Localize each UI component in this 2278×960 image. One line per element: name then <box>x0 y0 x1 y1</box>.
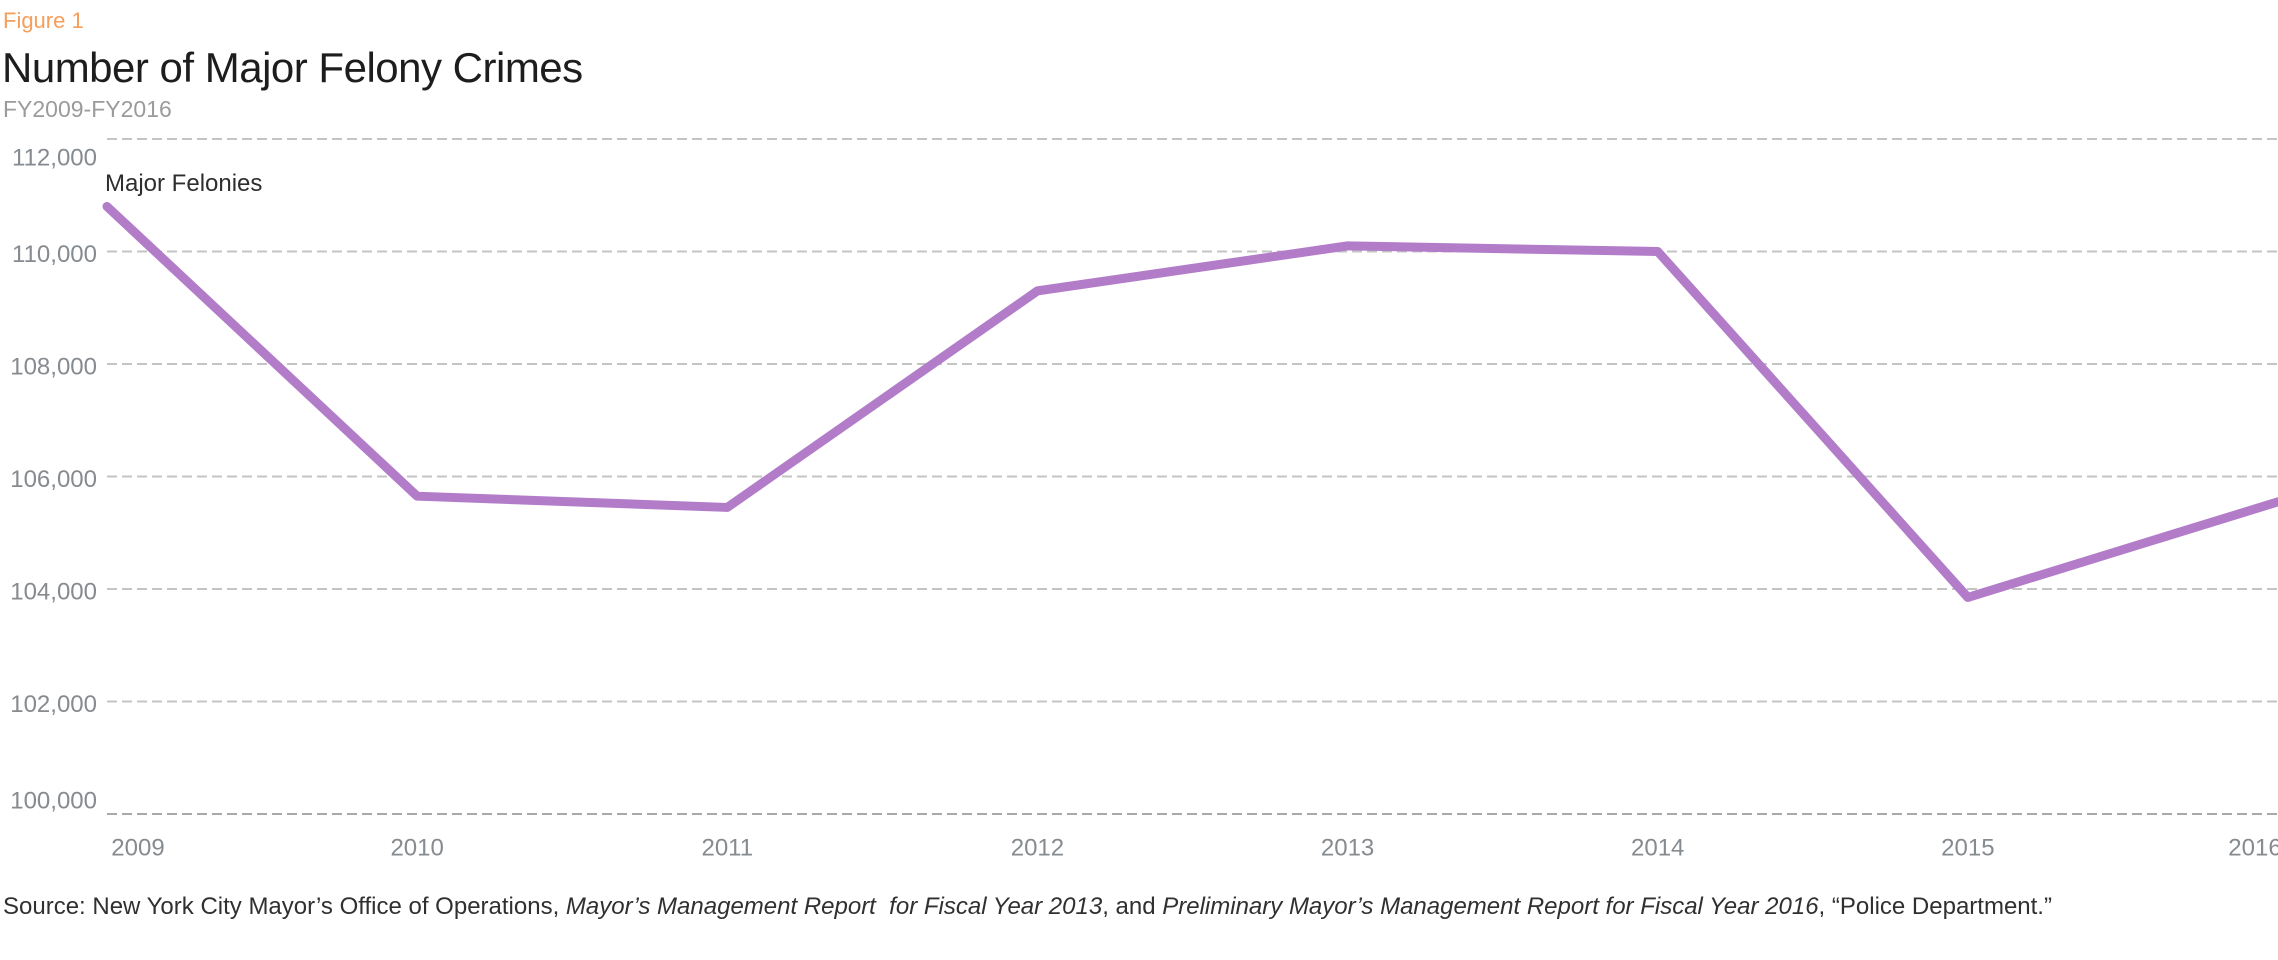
y-axis-label: 112,000 <box>12 145 97 172</box>
y-axis-label: 104,000 <box>10 579 97 606</box>
source-report-title: Mayor’s Management Report for Fiscal Yea… <box>565 893 1103 920</box>
figure-label: Figure 1 <box>3 8 84 33</box>
x-axis-label: 2009 <box>111 835 164 862</box>
x-axis-label: 2013 <box>1321 835 1374 862</box>
x-axis-label: 2015 <box>1941 835 1994 862</box>
y-axis-label: 108,000 <box>10 354 97 381</box>
chart-title: Number of Major Felony Crimes <box>2 44 583 91</box>
y-axis-label: 100,000 <box>10 788 97 815</box>
source-note: Source: New York City Mayor’s Office of … <box>3 889 2203 924</box>
series-label: Major Felonies <box>105 170 263 197</box>
y-axis-label: 110,000 <box>12 241 97 268</box>
source-report-title: Preliminary Mayor’s Management Report fo… <box>1162 893 1819 920</box>
felony-trend-line <box>102 202 2278 602</box>
x-axis-label: 2016 <box>2228 835 2278 862</box>
x-axis-label: 2014 <box>1631 835 1684 862</box>
chart-subtitle: FY2009-FY2016 <box>3 96 172 122</box>
y-axis-label: 106,000 <box>10 466 97 493</box>
x-axis-label: 2011 <box>701 835 753 862</box>
x-axis-label: 2012 <box>1011 835 1064 862</box>
x-axis-label: 2010 <box>390 835 443 862</box>
source-text: , and <box>1102 893 1163 920</box>
y-axis-label: 102,000 <box>10 691 97 718</box>
source-text: Source: New York City Mayor’s Office of … <box>3 893 566 920</box>
source-text: , “Police Department.” <box>1818 893 2052 920</box>
